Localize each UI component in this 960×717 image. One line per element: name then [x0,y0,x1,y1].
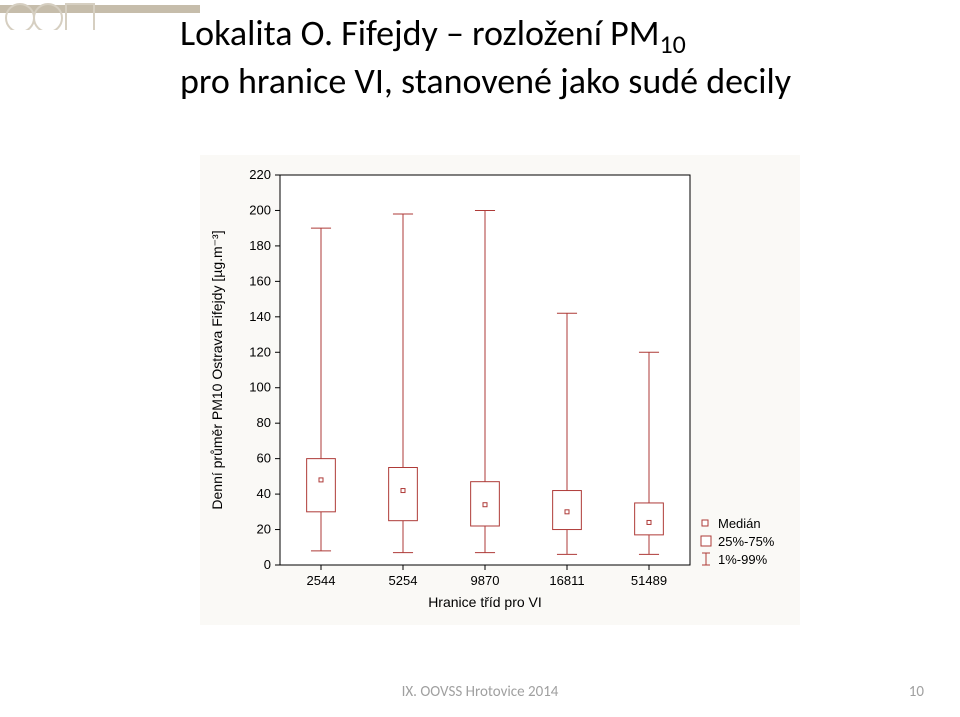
page-title: Lokalita O. Fifejdy – rozložení PM10 pro… [180,12,910,104]
svg-text:60: 60 [257,451,271,466]
svg-text:120: 120 [249,344,271,359]
svg-text:200: 200 [249,202,271,217]
title-line1: Lokalita O. Fifejdy – rozložení PM [180,11,660,55]
svg-text:0: 0 [264,557,271,572]
svg-text:Hranice tříd pro VI: Hranice tříd pro VI [428,594,542,610]
svg-text:20: 20 [257,522,271,537]
svg-text:Medián: Medián [718,516,761,531]
svg-text:140: 140 [249,309,271,324]
svg-text:16811: 16811 [549,573,584,588]
svg-text:2544: 2544 [307,573,336,588]
svg-text:5254: 5254 [389,573,418,588]
svg-text:25%-75%: 25%-75% [718,534,775,549]
svg-text:220: 220 [249,167,271,182]
boxplot-chart: 0 20 40 60 80 100 120 140 160 180 200 220 Denní prům… [200,155,800,625]
title-line2: pro hranice VI, stanovené jako sudé deci… [180,59,791,103]
svg-text:9870: 9870 [471,573,500,588]
header-decoration [0,0,200,30]
svg-text:80: 80 [257,415,271,430]
svg-text:180: 180 [249,238,271,253]
svg-text:Denní průměr PM10 Ostrava Fife: Denní průměr PM10 Ostrava Fifejdy [µg.m⁻… [209,230,225,509]
svg-text:160: 160 [249,273,271,288]
title-sub: 10 [660,28,686,60]
svg-text:1%-99%: 1%-99% [718,552,768,567]
svg-text:51489: 51489 [631,573,667,588]
svg-text:100: 100 [249,380,271,395]
footer-text: IX. OOVSS Hrotovice 2014 [0,683,960,701]
svg-text:40: 40 [257,486,271,501]
page-number: 10 [909,683,924,701]
